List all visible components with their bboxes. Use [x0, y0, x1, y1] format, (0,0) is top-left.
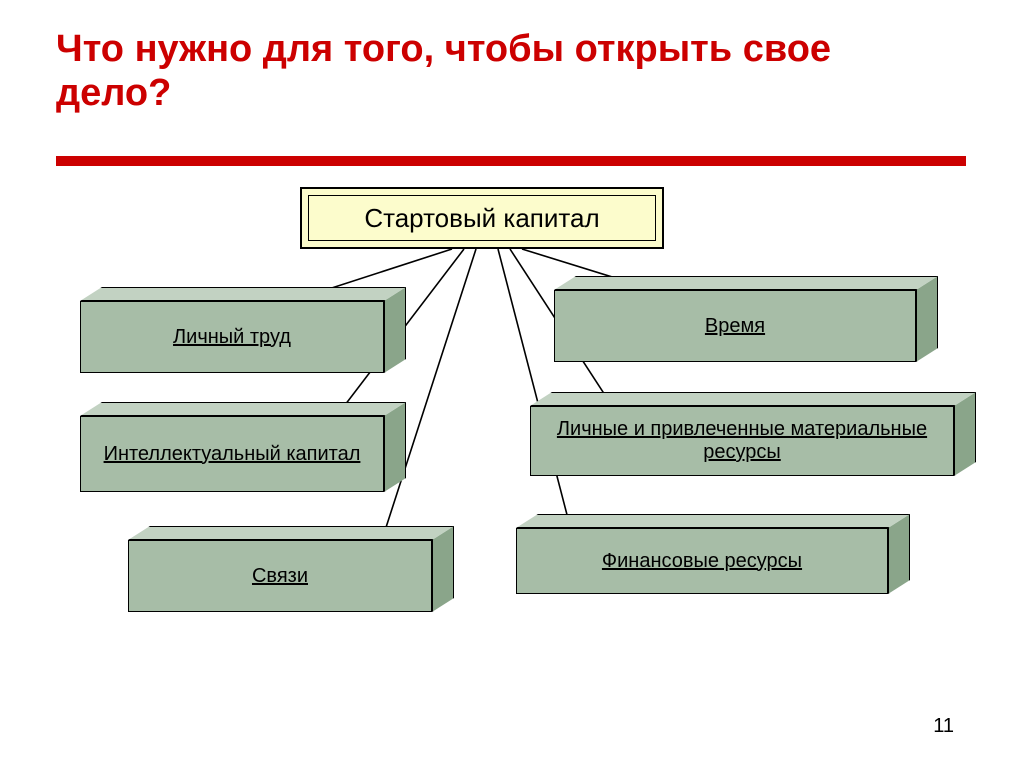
node-top — [128, 526, 454, 540]
node-n1: Личный труд — [80, 301, 384, 373]
divider-rule — [56, 156, 966, 166]
node-top — [554, 276, 938, 290]
node-top — [530, 392, 976, 406]
node-side — [384, 287, 406, 373]
node-label: Финансовые ресурсы — [602, 550, 802, 573]
page-number: 11 — [933, 715, 954, 738]
node-side — [916, 276, 938, 362]
node-n5: Личные и привлеченные материальные ресур… — [530, 406, 954, 476]
node-side — [432, 526, 454, 612]
node-n4: Время — [554, 290, 916, 362]
slide: Что нужно для того, чтобы открыть свое д… — [0, 0, 1024, 768]
node-label: Личные и привлеченные материальные ресур… — [539, 418, 945, 464]
slide-title: Что нужно для того, чтобы открыть свое д… — [56, 28, 956, 115]
node-top — [80, 287, 406, 301]
root-box: Стартовый капитал — [300, 187, 664, 249]
node-label: Время — [705, 315, 765, 338]
node-label: Связи — [252, 565, 308, 588]
node-n3: Связи — [128, 540, 432, 612]
node-side — [888, 514, 910, 594]
node-side — [384, 402, 406, 492]
node-label: Личный труд — [173, 326, 291, 349]
node-label: Интеллектуальный капитал — [104, 443, 361, 466]
node-top — [80, 402, 406, 416]
node-top — [516, 514, 910, 528]
node-side — [954, 392, 976, 476]
node-n6: Финансовые ресурсы — [516, 528, 888, 594]
node-n2: Интеллектуальный капитал — [80, 416, 384, 492]
root-box-label: Стартовый капитал — [364, 203, 599, 234]
